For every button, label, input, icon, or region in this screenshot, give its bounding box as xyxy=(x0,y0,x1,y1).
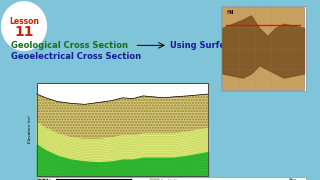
Text: Water
Level: Water Level xyxy=(289,178,297,180)
Bar xyxy=(37,177,306,180)
Text: Lesson: Lesson xyxy=(9,17,39,26)
Text: Using Surfer 13: Using Surfer 13 xyxy=(170,41,244,50)
Bar xyxy=(221,6,306,91)
Text: ↑N: ↑N xyxy=(225,10,233,15)
Bar xyxy=(38,179,48,180)
Text: Geoelectrical Cross Section: Geoelectrical Cross Section xyxy=(11,52,141,61)
Bar xyxy=(222,7,304,90)
Bar xyxy=(37,83,208,176)
Bar xyxy=(150,179,159,180)
Ellipse shape xyxy=(2,2,46,50)
Text: 70 Km: 70 Km xyxy=(116,179,129,180)
Text: Elevation (m): Elevation (m) xyxy=(28,116,32,143)
Bar xyxy=(37,83,208,176)
Text: Geological Cross Section: Geological Cross Section xyxy=(11,41,128,50)
Text: Gravels and Coarse Sand (mk): Gravels and Coarse Sand (mk) xyxy=(49,179,95,180)
Text: Sand (mk): Sand (mk) xyxy=(161,179,176,180)
Text: 11: 11 xyxy=(14,25,34,39)
